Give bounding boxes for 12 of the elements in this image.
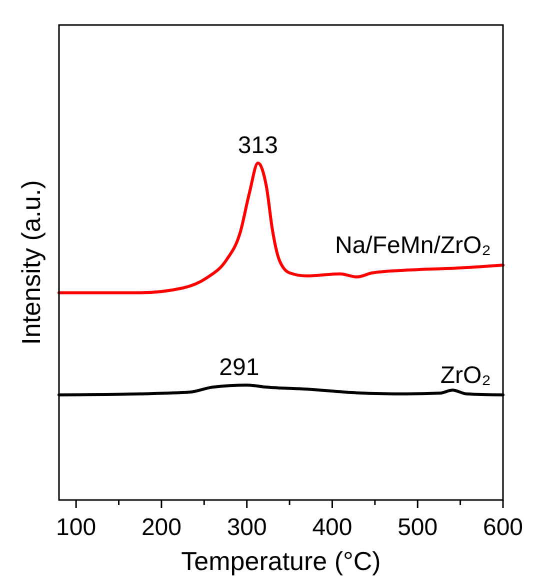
x-tick-label: 300 (226, 514, 267, 541)
annotation: 291 (219, 354, 260, 382)
annotation: 313 (238, 132, 278, 159)
x-tick-label: 600 (482, 514, 524, 541)
x-tick-label: 100 (56, 514, 96, 541)
y-axis-title: Intensity (a.u.) (16, 180, 46, 345)
x-tick-label: 500 (398, 514, 438, 541)
x-tick-label: 400 (312, 514, 352, 541)
series-label: ZrO₂ (440, 362, 491, 389)
x-axis-title: Temperature (°C) (181, 546, 381, 576)
x-tick-label: 200 (141, 514, 182, 541)
series-label: Na/FeMn/ZrO₂ (335, 232, 491, 260)
